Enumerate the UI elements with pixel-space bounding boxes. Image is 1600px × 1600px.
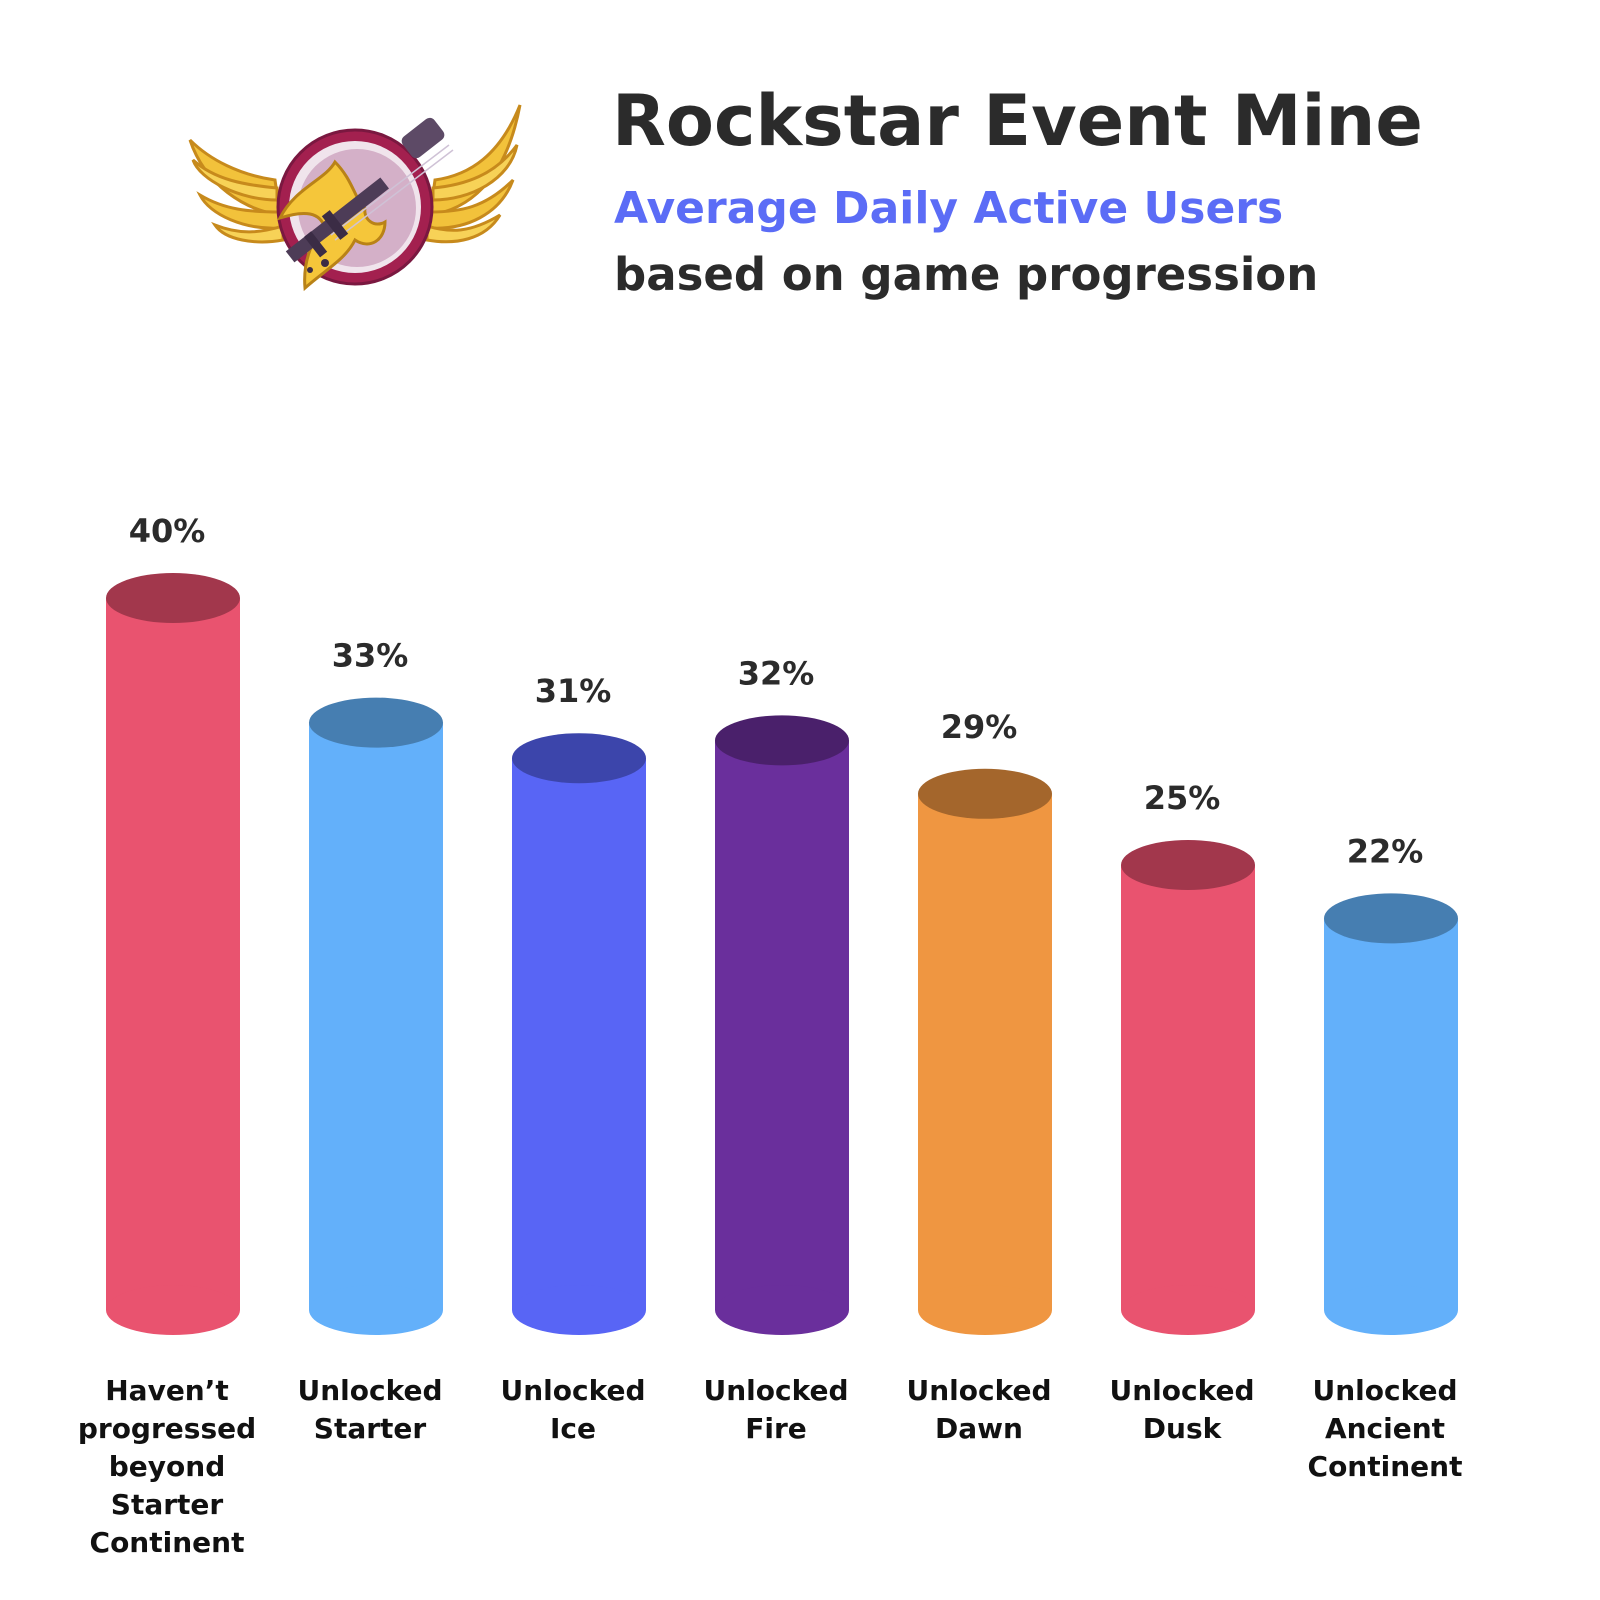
category-label-line: Fire (745, 1412, 807, 1445)
bar-base (1121, 1285, 1255, 1335)
bar-top (918, 768, 1052, 819)
bar-body (918, 793, 1052, 1310)
category-label: Haven’t progressed beyond Starter Continent (78, 1374, 256, 1559)
guitar-icon (277, 117, 454, 292)
left-wing-icon (188, 138, 285, 244)
bar-body (1121, 865, 1255, 1310)
data-label: 40% (129, 512, 206, 550)
category-label: Unlocked Fire (703, 1374, 848, 1445)
category-label: Unlocked Ancient Continent (1308, 1374, 1463, 1483)
category-label-line: Ice (550, 1412, 596, 1445)
bar-top (512, 733, 646, 784)
category-label-line: progressed (78, 1412, 256, 1445)
category-label: Unlocked Ice (500, 1374, 645, 1445)
category-label: Unlocked Dawn (906, 1374, 1051, 1445)
category-label-line: Unlocked (297, 1374, 442, 1407)
data-label: 29% (941, 708, 1018, 746)
category-label: Unlocked Starter (297, 1374, 442, 1445)
category-label-line: Unlocked (906, 1374, 1051, 1407)
bar-body (512, 758, 646, 1310)
bar-top (1121, 840, 1255, 890)
bar-body (309, 722, 443, 1310)
bar-top (715, 715, 849, 766)
bar-7 (1324, 893, 1458, 1335)
bar-base (512, 1285, 646, 1335)
chart-subtitle: Average Daily Active Users (614, 183, 1284, 234)
bar-base (309, 1285, 443, 1335)
category-label-line: Continent (90, 1526, 245, 1559)
category-label-line: Unlocked (1109, 1374, 1254, 1407)
category-label-line: Starter (111, 1488, 224, 1521)
category-label-line: Continent (1308, 1450, 1463, 1483)
bar-1 (106, 573, 240, 1335)
bar-5 (918, 768, 1052, 1335)
bar-2 (309, 697, 443, 1335)
data-label: 33% (332, 637, 409, 675)
bar-base (918, 1285, 1052, 1335)
bar-base (715, 1285, 849, 1335)
category-label-line: Unlocked (703, 1374, 848, 1407)
bar-body (106, 598, 240, 1310)
category-label-line: Unlocked (1312, 1374, 1457, 1407)
bar-top (106, 573, 240, 623)
bar-base (1324, 1285, 1458, 1335)
data-label: 32% (738, 654, 815, 692)
right-wing-icon (425, 104, 522, 244)
category-label-line: beyond (109, 1450, 226, 1483)
category-label-line: Unlocked (500, 1374, 645, 1407)
chart-title: Rockstar Event Mine (612, 80, 1423, 162)
bar-body (1324, 918, 1458, 1310)
data-label: 25% (1144, 779, 1221, 817)
bar-6 (1121, 840, 1255, 1335)
category-label-line: Starter (314, 1412, 427, 1445)
category-label-line: Ancient (1325, 1412, 1445, 1445)
bar-4 (715, 715, 849, 1335)
category-label-line: Dusk (1143, 1412, 1223, 1445)
bar-top (309, 697, 443, 748)
category-label: Unlocked Dusk (1109, 1374, 1254, 1445)
data-label: 31% (535, 672, 612, 710)
data-label: 22% (1347, 832, 1424, 870)
category-label-line: Haven’t (105, 1374, 229, 1407)
chart-subtitle-secondary: based on game progression (614, 248, 1319, 301)
bar-top (1324, 893, 1458, 944)
bar-body (715, 740, 849, 1310)
category-label-line: Dawn (935, 1412, 1023, 1445)
bar-base (106, 1285, 240, 1335)
bar-3 (512, 733, 646, 1335)
winged-guitar-emblem-icon (188, 104, 522, 292)
